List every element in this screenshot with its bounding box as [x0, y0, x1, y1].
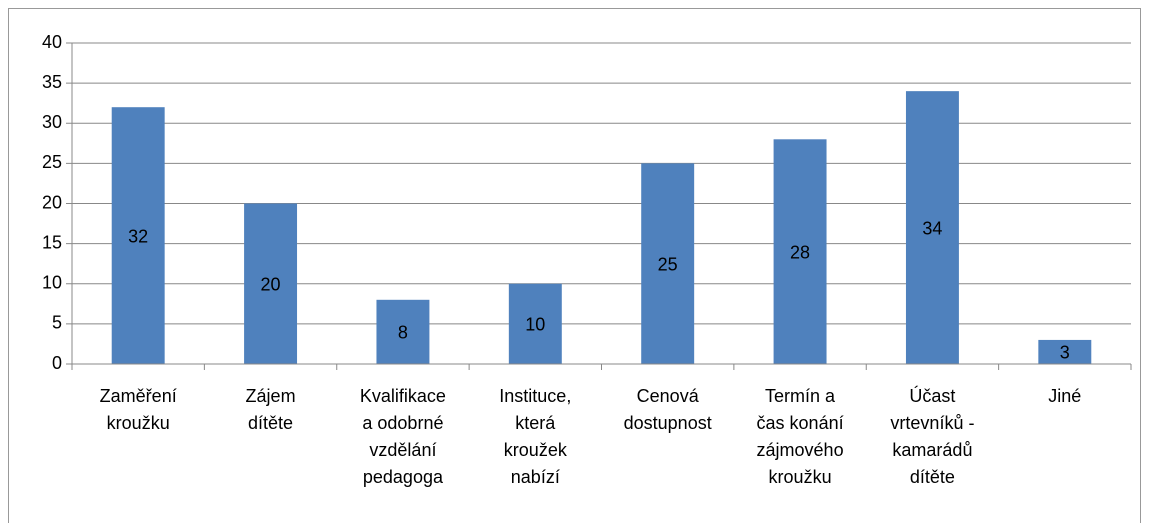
- data-label: 20: [261, 275, 281, 295]
- x-tick-label: Termín a čas konání zájmového kroužku: [756, 386, 844, 487]
- x-tick-label: Kvalifikace a odobrné vzdělání pedagoga: [359, 386, 446, 487]
- bar: [508, 283, 562, 364]
- bar: [1038, 339, 1092, 364]
- bar: [244, 203, 298, 364]
- y-tick-label: 20: [42, 192, 62, 212]
- y-tick-label: 30: [42, 112, 62, 132]
- y-tick-label: 10: [42, 273, 62, 293]
- bar: [641, 163, 695, 364]
- data-label: 28: [790, 242, 810, 262]
- y-tick-label: 0: [52, 353, 62, 373]
- y-tick-label: 25: [42, 152, 62, 172]
- data-label: 34: [922, 218, 942, 238]
- bar: [376, 299, 430, 364]
- x-tick-label: Jiné: [1048, 386, 1082, 406]
- y-tick-label: 35: [42, 72, 62, 92]
- x-tick-label: Zaměření kroužku: [99, 386, 177, 433]
- bar: [111, 107, 165, 364]
- y-tick-label: 40: [42, 32, 62, 52]
- x-tick-label: Instituce, která kroužek nabízí: [499, 386, 572, 487]
- y-tick-label: 5: [52, 313, 62, 333]
- data-label: 3: [1060, 343, 1070, 363]
- data-label: 10: [525, 315, 545, 335]
- x-tick-label: Cenová dostupnost: [623, 386, 712, 433]
- y-tick-label: 15: [42, 232, 62, 252]
- bar: [905, 91, 959, 365]
- bar: [773, 139, 827, 364]
- x-tick-label: Zájem dítěte: [245, 386, 296, 433]
- chart-frame: [8, 8, 1141, 523]
- data-label: 8: [398, 323, 408, 343]
- data-label: 25: [658, 254, 678, 274]
- data-label: 32: [128, 226, 148, 246]
- x-tick-label: Účast vrtevníků - kamarádů dítěte: [890, 386, 975, 487]
